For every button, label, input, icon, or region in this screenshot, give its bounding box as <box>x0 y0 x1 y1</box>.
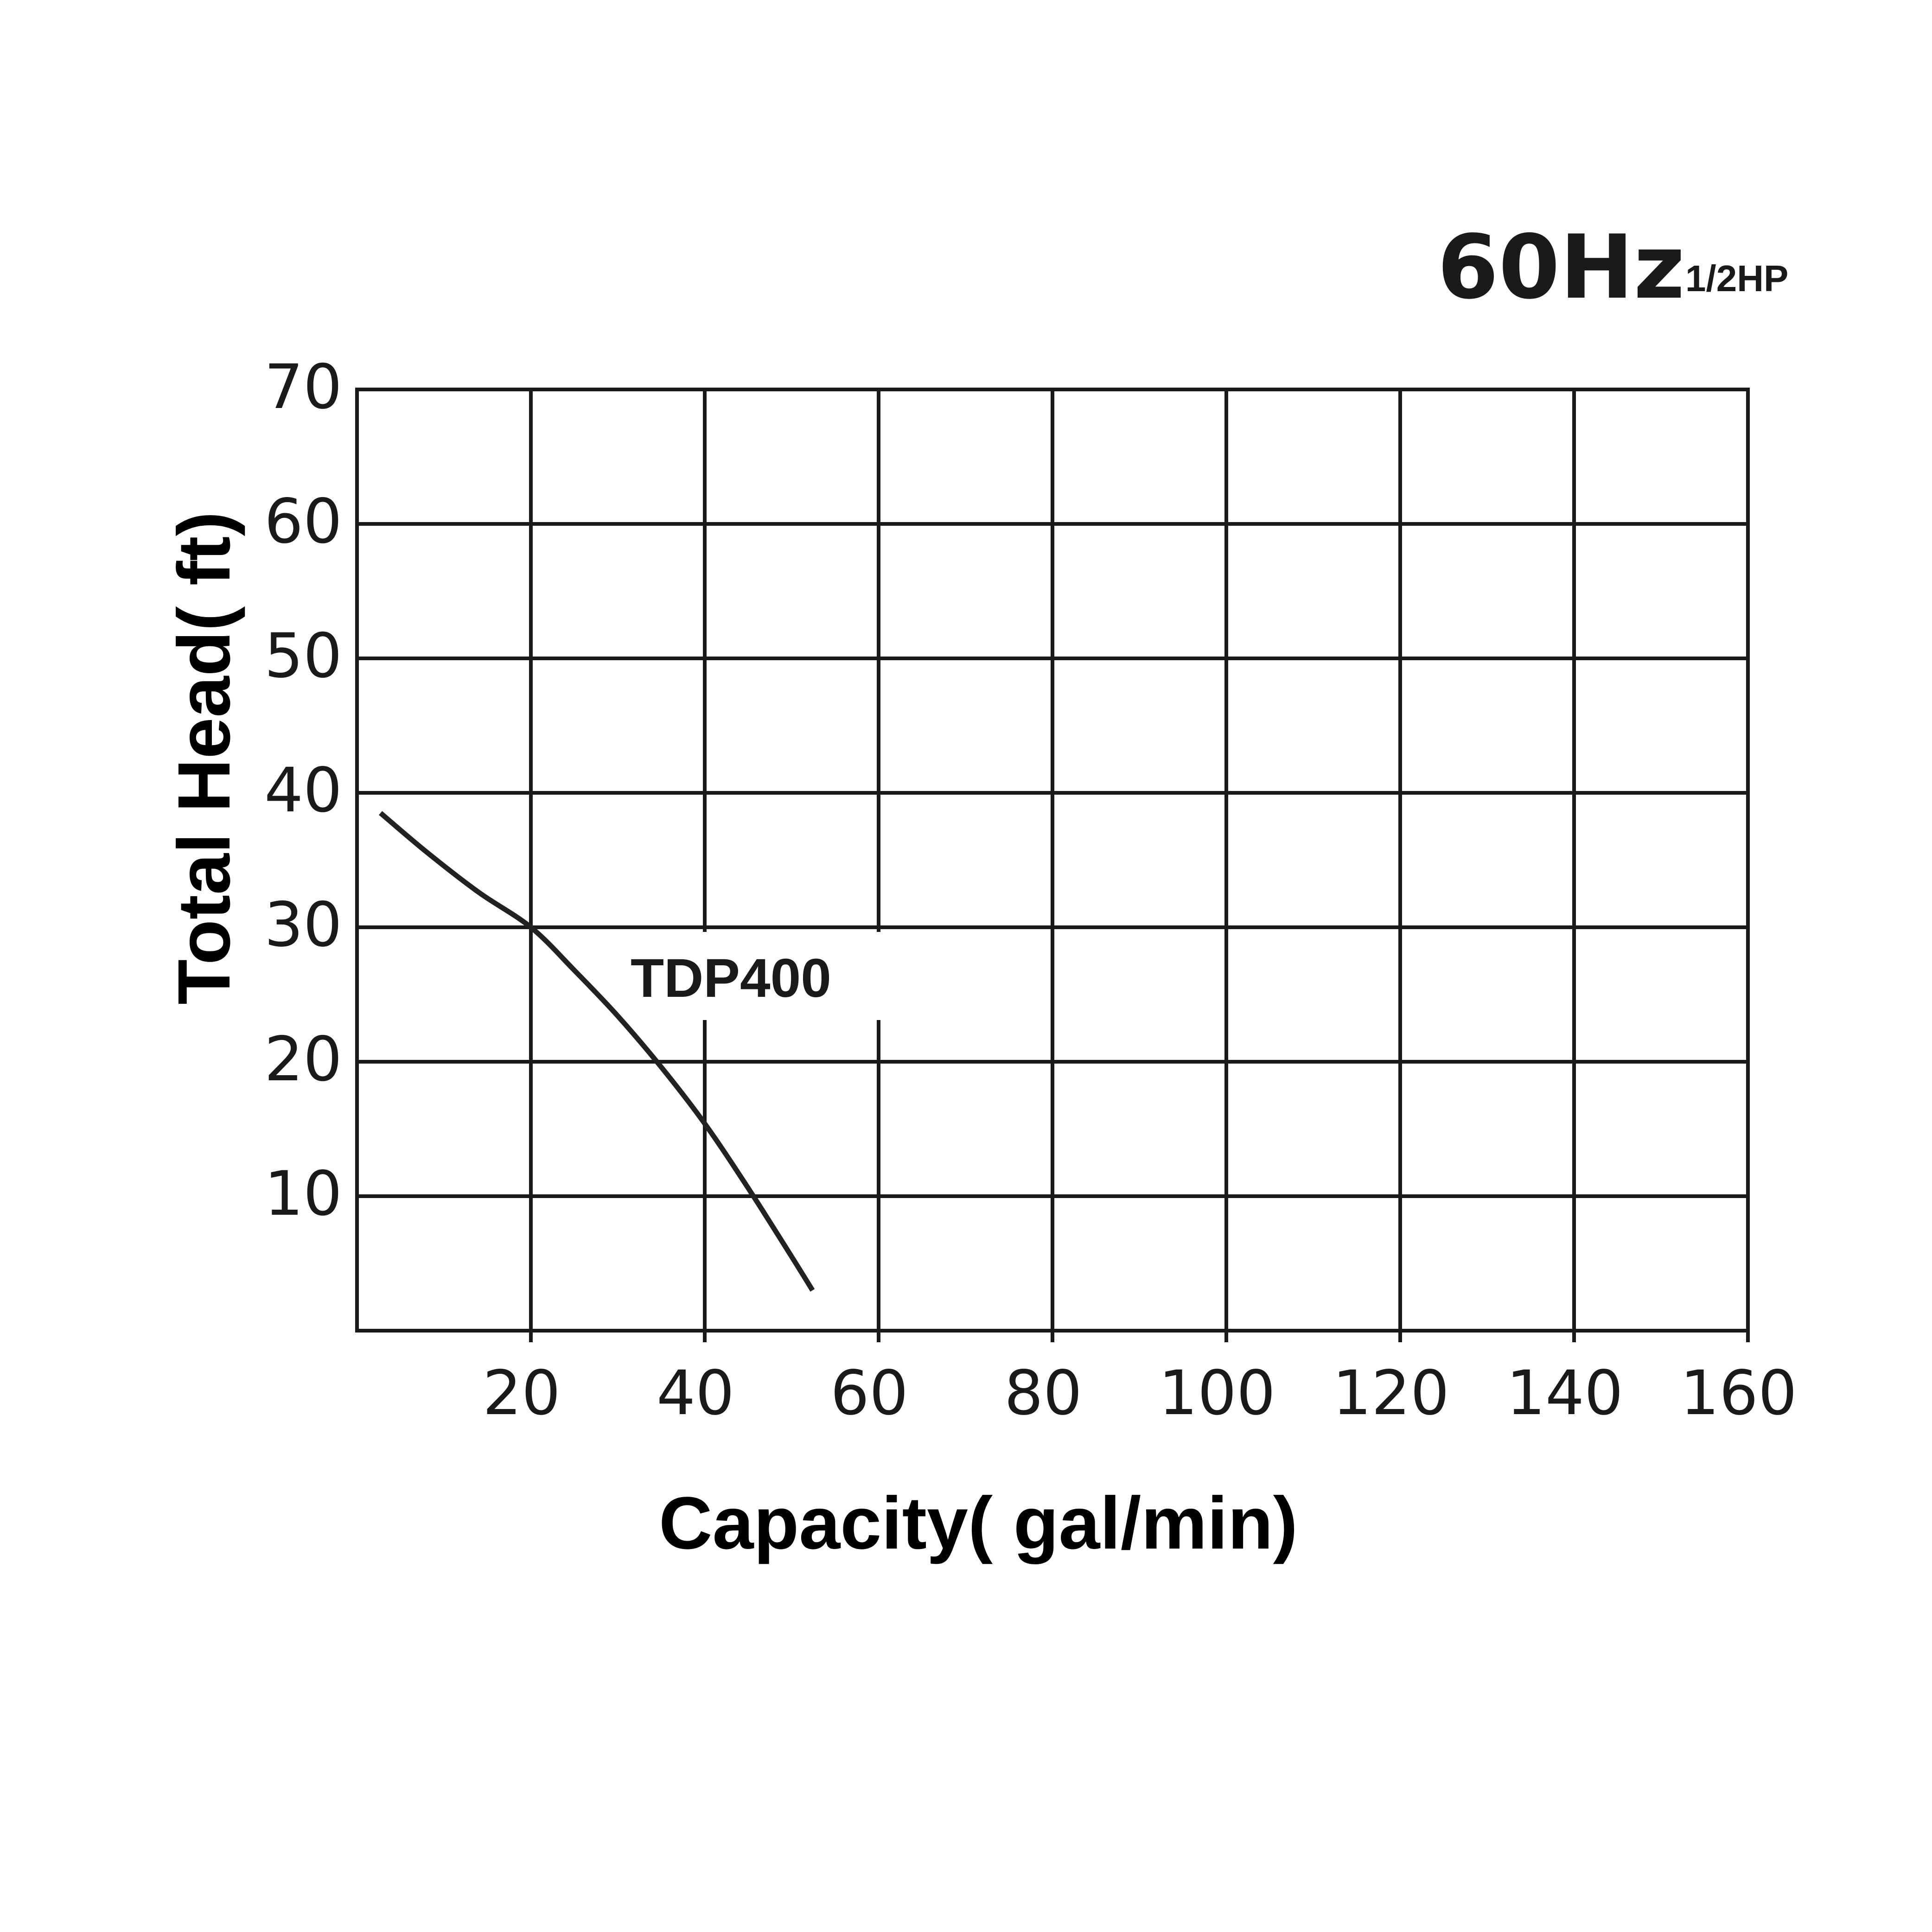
x-axis-ticks: 20 40 60 80 100 120 140 160 <box>483 1358 1797 1429</box>
grid <box>357 389 1750 1342</box>
chart-subtitle: 1/2HP <box>1685 258 1788 299</box>
y-axis-title: Total Head( ft) <box>162 511 245 1005</box>
y-tick-label-60: 60 <box>264 486 342 557</box>
x-tick-label-120: 120 <box>1333 1358 1449 1429</box>
y-tick-label-50: 50 <box>264 620 342 692</box>
x-axis-title: Capacity( gal/min) <box>659 1481 1298 1564</box>
x-tick-label-140: 140 <box>1506 1358 1623 1429</box>
x-tick-label-100: 100 <box>1159 1358 1275 1429</box>
x-tick-label-80: 80 <box>1004 1358 1082 1429</box>
series-line-tdp400 <box>379 811 815 1292</box>
y-tick-label-30: 30 <box>264 889 342 961</box>
x-tick-label-160: 160 <box>1680 1358 1797 1429</box>
y-axis-ticks: 10 20 30 40 50 60 70 <box>264 351 342 1230</box>
x-tick-label-60: 60 <box>830 1358 908 1429</box>
chart-title: 60Hz <box>1437 216 1685 319</box>
y-tick-label-40: 40 <box>264 755 342 826</box>
y-tick-label-20: 20 <box>264 1024 342 1095</box>
x-tick-label-40: 40 <box>657 1358 734 1429</box>
y-tick-label-10: 10 <box>264 1158 342 1230</box>
plot-frame <box>355 388 1750 1333</box>
x-tick-label-20: 20 <box>483 1358 561 1429</box>
y-tick-label-70: 70 <box>264 351 342 423</box>
series-label: TDP400 <box>631 948 831 1009</box>
